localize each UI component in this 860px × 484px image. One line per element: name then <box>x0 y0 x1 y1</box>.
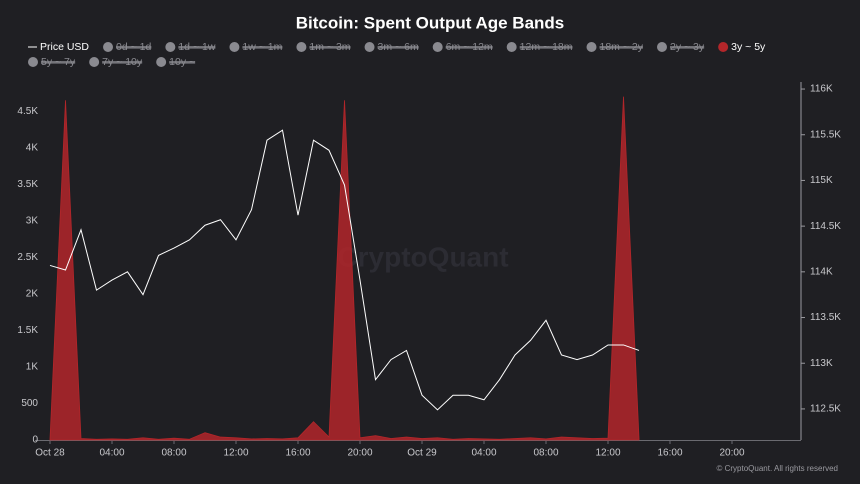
legend-marker <box>432 42 443 52</box>
legend-item[interactable]: 1w ~ 1m <box>229 41 283 53</box>
y2-tick-label: 114.5K <box>810 221 841 232</box>
legend-marker <box>229 42 240 52</box>
legend-label: 1m ~ 3m <box>309 41 350 53</box>
legend-marker <box>718 42 729 52</box>
legend-label: 12m ~ 18m <box>520 41 573 53</box>
y2-tick-label: 116K <box>810 84 833 95</box>
y-tick-label: 2.5K <box>17 252 38 263</box>
legend-item[interactable]: 3m ~ 6m <box>364 41 419 53</box>
y-tick-label: 2K <box>26 289 39 300</box>
legend-item[interactable]: 7y ~ 10y <box>89 56 143 68</box>
legend-label: 1d ~ 1w <box>178 41 215 53</box>
y-tick-label: 500 <box>21 398 38 409</box>
chart-title: Bitcoin: Spent Output Age Bands <box>296 13 565 32</box>
y2-tick-label: 115.5K <box>810 129 841 140</box>
x-tick-label: 16:00 <box>657 448 682 459</box>
x-tick-label: Oct 29 <box>407 448 437 459</box>
x-tick-label: 20:00 <box>719 448 744 459</box>
x-tick-label: 12:00 <box>223 448 248 459</box>
y2-tick-label: 113K <box>810 358 833 369</box>
legend-marker <box>656 42 667 52</box>
legend-item[interactable]: 18m ~ 2y <box>586 41 644 53</box>
legend-item[interactable]: 2y ~ 3y <box>656 41 705 53</box>
x-tick-label: 08:00 <box>161 448 186 459</box>
legend-marker <box>28 57 38 67</box>
legend-label: 6m ~ 12m <box>446 41 493 53</box>
legend-item[interactable]: Price USD <box>28 41 89 53</box>
legend-label: 7y ~ 10y <box>102 56 143 68</box>
x-tick-label: 20:00 <box>347 448 372 459</box>
legend-label: 18m ~ 2y <box>600 41 644 53</box>
y-tick-label: 3K <box>26 215 39 226</box>
y-tick-label: 1.5K <box>17 325 38 336</box>
legend-item[interactable]: 1m ~ 3m <box>296 41 351 53</box>
legend-marker <box>103 42 114 52</box>
legend-label: 3m ~ 6m <box>378 41 419 53</box>
price-line <box>49 129 640 411</box>
legend-marker <box>296 42 307 52</box>
y2-tick-label: 114K <box>810 266 833 277</box>
watermark: CryptoQuant <box>337 241 508 272</box>
legend-item[interactable]: 12m ~ 18m <box>506 41 573 53</box>
legend-marker <box>89 57 100 67</box>
y-tick-label: 4.5K <box>17 106 38 117</box>
y-tick-label: 0 <box>32 435 38 446</box>
legend-label: 1w ~ 1m <box>242 41 282 53</box>
legend-item[interactable]: 1d ~ 1w <box>165 41 216 53</box>
x-tick-label: 16:00 <box>285 448 310 459</box>
legend-marker <box>165 42 176 52</box>
x-tick-label: 04:00 <box>471 448 496 459</box>
legend-item[interactable]: 6m ~ 12m <box>432 41 493 53</box>
x-tick-label: 04:00 <box>99 448 124 459</box>
legend-item[interactable]: 0d ~ 1d <box>103 41 152 53</box>
legend-label: 2y ~ 3y <box>670 41 705 53</box>
y-tick-label: 1K <box>26 362 39 373</box>
y-tick-label: 3.5K <box>17 179 38 190</box>
legend-item[interactable]: 5y ~ 7y <box>28 56 76 68</box>
legend-label: Price USD <box>40 41 89 53</box>
y-tick-label: 4K <box>26 142 39 153</box>
legend-marker <box>364 42 375 52</box>
legend-label: 10y ~ <box>169 56 195 68</box>
y2-tick-label: 115K <box>810 175 833 186</box>
legend-item[interactable]: 3y ~ 5y <box>718 41 766 53</box>
legend-marker <box>586 42 597 52</box>
x-tick-label: 12:00 <box>595 448 620 459</box>
area <box>49 96 640 441</box>
legend-label: 3y ~ 5y <box>731 41 766 53</box>
legend-marker <box>156 57 167 67</box>
legend-label: 0d ~ 1d <box>116 41 151 53</box>
x-tick-label: Oct 28 <box>35 448 65 459</box>
credit: © CryptoQuant. All rights reserved <box>717 464 839 473</box>
x-tick-label: 08:00 <box>533 448 558 459</box>
legend-marker <box>506 42 517 52</box>
legend-label: 5y ~ 7y <box>41 56 76 68</box>
y2-tick-label: 112.5K <box>810 404 841 415</box>
legend-item[interactable]: 10y ~ <box>156 56 196 68</box>
y2-tick-label: 113.5K <box>810 312 841 323</box>
